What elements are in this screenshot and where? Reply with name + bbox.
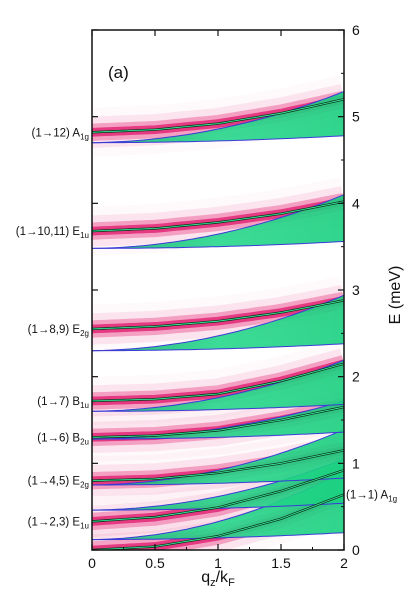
y-tick-label: 4 (352, 195, 360, 211)
continuum-region (92, 194, 344, 249)
continuum-lower-edge (92, 532, 344, 541)
x-tick-label: 0.5 (145, 555, 165, 571)
collective-mode-highlight (92, 363, 344, 402)
y-tick-label: 3 (352, 282, 360, 298)
mode-label-main: (1→6) B (37, 432, 80, 444)
x-axis-title-mid: /k (216, 569, 229, 586)
mode-label-sub: 2g (80, 481, 89, 490)
y-tick-label: 6 (352, 22, 360, 38)
continuum-region (92, 91, 344, 143)
mode-label: (1→2,3) E1u (28, 516, 89, 530)
continuum-upper-edge (92, 400, 344, 440)
continuum-lower-edge (92, 431, 344, 440)
mode-label-sub: 1u (80, 521, 89, 530)
y-tick-label: 5 (352, 109, 360, 125)
mode-label-main: (1→1) A (346, 490, 389, 502)
continuum-lower-edge (92, 241, 344, 249)
y-tick-label: 1 (352, 455, 360, 471)
panel-label: (a) (108, 63, 129, 82)
mode-label: (1→7) B1u (37, 396, 89, 410)
continuum-lower-edge (92, 135, 344, 144)
mode-label-main: (1→4,5) E (28, 476, 81, 488)
x-tick-label: 1.5 (271, 555, 291, 571)
continuum-region (92, 429, 344, 485)
continuum-lower-edge (92, 343, 344, 352)
mode-label-main: (1→2,3) E (28, 516, 81, 528)
x-tick-label: 0 (88, 555, 96, 571)
continuum-lower-edge (92, 403, 344, 412)
x-axis-title-sub1: z (210, 577, 216, 589)
x-axis-title: qz/kF (201, 569, 235, 589)
continuum-lower-edge (92, 477, 344, 486)
x-tick-label: 1 (214, 555, 222, 571)
collective-mode-highlight (92, 406, 344, 438)
continuum-region (92, 459, 344, 511)
y-tick-label: 2 (352, 369, 360, 385)
continuum-region (92, 400, 344, 440)
mode-label: (1→4,5) E2g (28, 476, 89, 490)
mode-label-sub: 2u (80, 437, 89, 446)
mode-label-sub: 1u (80, 401, 89, 410)
mode-label: (1→8,9) E2g (28, 324, 89, 338)
continuum-upper-edge (92, 294, 344, 352)
mode-label-sub: 2g (80, 329, 89, 338)
x-tick-label: 2 (340, 555, 348, 571)
continuum-region (92, 471, 344, 540)
collective-mode-highlight (92, 201, 344, 232)
mode-label-sub: 1u (80, 231, 89, 240)
mode-label: (1→12) A1g (32, 127, 89, 141)
collective-mode-highlight (92, 469, 344, 522)
mode-label-layer: (1→1) A1g(1→2,3) E1u(1→4,5) E2g(1→6) B2u… (16, 127, 397, 530)
mode-label: (1→6) B2u (37, 432, 89, 446)
collective-mode-highlight (92, 98, 344, 133)
continuum-upper-edge (92, 429, 344, 486)
continuum-layer (92, 91, 344, 541)
y-tick-label: 0 (352, 542, 360, 558)
mode-label: (1→1) A1g (346, 490, 397, 504)
mode-label-main: (1→8,9) E (28, 324, 81, 336)
collective-mode-highlight (92, 300, 344, 330)
x-axis-title-sub2: F (228, 577, 235, 589)
collective-mode-highlight (92, 449, 344, 482)
continuum-region (92, 360, 344, 412)
mode-layer (92, 98, 344, 550)
mode-label-main: (1→12) A (32, 127, 81, 139)
mode-label-main: (1→10,11) E (16, 226, 81, 238)
continuum-upper-edge (92, 91, 344, 144)
x-axis-title-main: q (201, 569, 210, 586)
y-axis-title: E (meV) (387, 266, 404, 325)
collective-mode-highlight (92, 494, 344, 550)
continuum-region (92, 295, 344, 351)
mode-label-sub: 1g (80, 132, 89, 141)
mode-label-main: (1→7) B (37, 396, 80, 408)
mode-label: (1→10,11) E1u (16, 226, 89, 240)
mode-label-sub: 1g (388, 495, 397, 504)
